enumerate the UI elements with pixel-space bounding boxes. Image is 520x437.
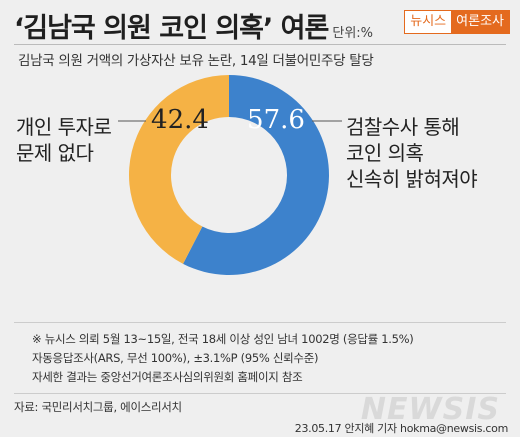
subtitle: 김남국 의원 거액의 가상자산 보유 논란, 14일 더불어민주당 탈당 bbox=[18, 53, 374, 69]
donut-slice-0 bbox=[183, 75, 329, 275]
note-line-2: 자세한 결과는 중앙선거여론조사심의위원회 홈페이지 참조 bbox=[32, 370, 303, 384]
credit-text: 23.05.17 안지혜 기자 hokma@newsis.com bbox=[294, 422, 509, 435]
brand-badge: 뉴시스 여론조사 bbox=[404, 10, 510, 34]
brand-left: 뉴시스 bbox=[405, 11, 452, 33]
value-label-0: 57.6 bbox=[247, 105, 305, 135]
note-line-1: 자동응답조사(ARS, 무선 100%), ±3.1%P (95% 신뢰수준) bbox=[32, 351, 319, 365]
page-title: ‘김남국 의원 코인 의혹’ 여론 단위:% bbox=[14, 6, 373, 45]
note-line-0: ※ 뉴시스 의뢰 5월 13~15일, 전국 18세 이상 성인 남녀 1002… bbox=[32, 332, 414, 346]
newsis-watermark: NEWSIS bbox=[360, 392, 500, 427]
label-slice-1: 개인 투자로 문제 없다 bbox=[16, 114, 112, 166]
label-slice-0-line-0: 검찰수사 통해 bbox=[346, 115, 460, 139]
label-slice-0: 검찰수사 통해 코인 의혹 신속히 밝혀져야 bbox=[346, 114, 478, 192]
label-slice-0-line-2: 신속히 밝혀져야 bbox=[346, 167, 478, 191]
brand-right: 여론조사 bbox=[451, 11, 509, 33]
donut-slice-1 bbox=[128, 75, 229, 264]
unit-label: 단위:% bbox=[332, 26, 374, 41]
source-text: 자료: 국민리서치그룹, 에이스리서치 bbox=[14, 400, 182, 414]
label-slice-1-line-0: 개인 투자로 bbox=[16, 115, 112, 139]
survey-notes: ※ 뉴시스 의뢰 5월 13~15일, 전국 18세 이상 성인 남녀 1002… bbox=[14, 322, 506, 394]
label-slice-1-line-1: 문제 없다 bbox=[16, 141, 94, 165]
label-slice-0-line-1: 코인 의혹 bbox=[346, 141, 424, 165]
top-divider bbox=[14, 44, 506, 45]
value-label-1: 42.4 bbox=[151, 105, 209, 135]
title-text: ‘김남국 의원 코인 의혹’ 여론 bbox=[14, 13, 329, 44]
